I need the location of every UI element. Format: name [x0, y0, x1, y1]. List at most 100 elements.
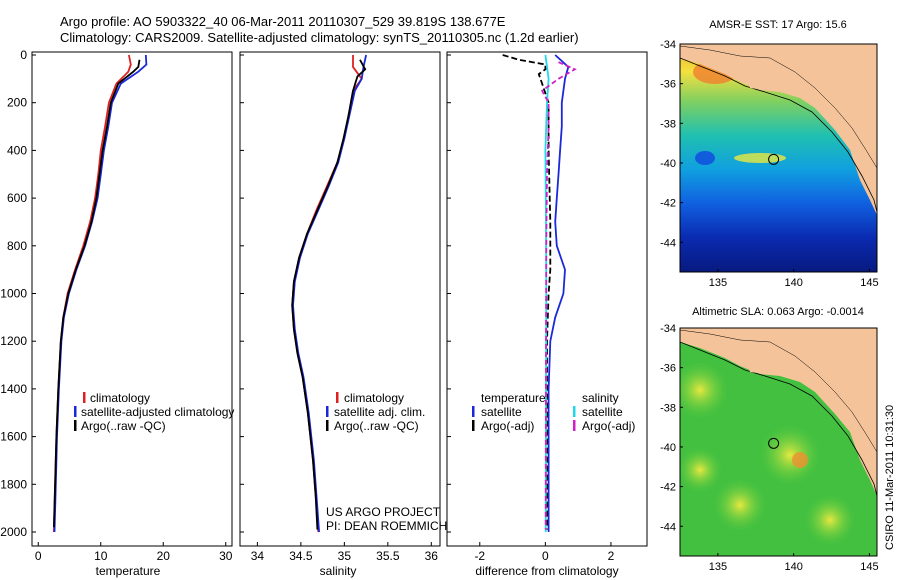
map-x-tick-label: 145	[860, 561, 878, 573]
depth-tick-label: 2000	[0, 525, 27, 539]
x-tick-label: -2	[474, 549, 485, 563]
depth-axis: 0 200 400 600 800 1000 1200 1400 1600 1800 2000	[0, 48, 451, 539]
x-tick-label: 0	[35, 549, 42, 563]
legend-temp-argo: Argo(-adj)	[481, 419, 534, 433]
legend-climatology: climatology	[90, 391, 150, 405]
project-annotation: US ARGO PROJECT	[326, 505, 441, 519]
sst-island	[745, 66, 775, 90]
sla-coastline	[680, 341, 877, 497]
x-tick-label: 34	[251, 549, 265, 563]
map-x-tick-label: 135	[709, 277, 727, 289]
sst-land	[680, 44, 877, 215]
sla-map	[680, 328, 877, 556]
legend-temp-satellite: satellite	[481, 405, 522, 419]
x-tick-label: 35	[338, 549, 352, 563]
depth-tick-label: 1800	[0, 477, 27, 491]
map-y-tick-label: -38	[660, 402, 676, 414]
legend-swatch-argo	[326, 420, 329, 431]
map-y-tick-label: -40	[660, 442, 676, 454]
sla-blob	[714, 479, 766, 531]
sla-map-frame	[679, 327, 878, 557]
legend-swatch-argo	[74, 420, 77, 431]
legend-swatch-climatology	[336, 392, 339, 403]
legend-satellite: satellite adj. clim.	[334, 405, 425, 419]
temperature-panel	[31, 51, 233, 547]
sst-isobath	[680, 45, 877, 169]
legend-argo: Argo(..raw -QC)	[334, 419, 419, 433]
legend-swatch-temp-argo	[472, 420, 475, 431]
map-y-tick-label: -38	[660, 118, 676, 130]
legend-climatology: climatology	[344, 391, 404, 405]
difference-lines	[502, 54, 577, 533]
legend-swatch-climatology	[83, 392, 86, 403]
map-y-tick-label: -40	[660, 158, 676, 170]
map-x-tick-label: 135	[709, 561, 727, 573]
map-y-tick-label: -34	[660, 323, 676, 335]
salinity-panel	[239, 51, 441, 547]
legend-swatch-temp-satellite	[472, 406, 475, 417]
sst-front	[734, 153, 786, 163]
legend-argo: Argo(..raw -QC)	[81, 419, 166, 433]
depth-tick-label: 1200	[0, 334, 27, 348]
series-line-salinity-satellite	[544, 54, 550, 533]
x-tick-label: 30	[219, 549, 233, 563]
depth-tick-label: 600	[7, 191, 27, 205]
x-tick-label: 10	[94, 549, 108, 563]
map-y-tick-label: -42	[660, 482, 676, 494]
x-tick-label: 0	[542, 549, 549, 563]
depth-tick-label: 800	[7, 239, 27, 253]
sla-high	[792, 452, 808, 468]
pi-annotation: PI: DEAN ROEMMICH	[326, 519, 447, 533]
legend-temperature-title: temperature	[481, 391, 546, 405]
sla-isobath	[680, 329, 877, 453]
depth-tick-label: 1600	[0, 430, 27, 444]
sst-eddy	[695, 151, 715, 165]
header-line1: Argo profile: AO 5903322_40 06-Mar-2011 …	[60, 14, 506, 29]
legend-swatch-satellite	[326, 406, 329, 417]
sst-map	[680, 44, 877, 272]
legend-sal-satellite: satellite	[582, 405, 623, 419]
sst-map-title: AMSR-E SST: 17 Argo: 15.6	[709, 19, 847, 31]
map-y-tick-label: -42	[660, 198, 676, 210]
x-tick-label: 35.5	[376, 549, 400, 563]
temperature-lines	[53, 54, 148, 533]
legend-satellite: satellite-adjusted climatology	[81, 405, 234, 419]
sla-argo-marker	[768, 437, 780, 449]
sla-blob	[805, 495, 855, 545]
legend-swatch-satellite	[74, 406, 77, 417]
map-y-tick-label: -36	[660, 363, 676, 375]
temperature-x-axis: 0 10 20 30	[35, 542, 233, 563]
temperature-legend: climatology satellite-adjusted climatolo…	[74, 391, 234, 433]
series-line-temperature-argo	[502, 54, 552, 530]
series-line-salinity-argo	[540, 61, 577, 530]
salinity-xlabel: salinity	[320, 564, 357, 578]
difference-x-axis: -2 0 2	[474, 542, 615, 563]
sla-island	[745, 350, 775, 374]
x-tick-label: 34.5	[289, 549, 313, 563]
series-line-argo	[291, 59, 367, 530]
map-y-tick-label: -44	[660, 237, 676, 249]
x-tick-label: 2	[608, 549, 615, 563]
map-y-tick-label: -34	[660, 39, 676, 51]
salinity-legend: climatology satellite adj. clim. Argo(..…	[326, 391, 447, 533]
sst-map-axes: -34 -36 -38 -40 -42 -44 135 140 145	[660, 39, 879, 289]
legend-swatch-sal-argo	[573, 420, 576, 431]
salinity-lines	[291, 54, 367, 533]
map-x-tick-label: 140	[784, 561, 802, 573]
salinity-x-axis: 34 34.5 35 35.5 36	[251, 542, 438, 563]
sla-map-axes: -34 -36 -38 -40 -42 -44 135 140 145	[660, 323, 879, 573]
sst-map-frame	[679, 43, 878, 273]
map-y-tick-label: -36	[660, 79, 676, 91]
series-line-temperature-satellite	[547, 54, 570, 532]
legend-salinity-title: salinity	[582, 391, 619, 405]
map-y-tick-label: -44	[660, 521, 676, 533]
legend-sal-argo: Argo(-adj)	[582, 419, 635, 433]
sla-land	[680, 328, 877, 496]
map-x-tick-label: 145	[860, 277, 878, 289]
sla-map-title: Altimetric SLA: 0.063 Argo: -0.0014	[692, 306, 864, 318]
depth-tick-label: 1000	[0, 287, 27, 301]
depth-tick-label: 0	[20, 48, 27, 62]
sla-blob	[680, 448, 722, 492]
legend-swatch-sal-satellite	[573, 406, 576, 417]
